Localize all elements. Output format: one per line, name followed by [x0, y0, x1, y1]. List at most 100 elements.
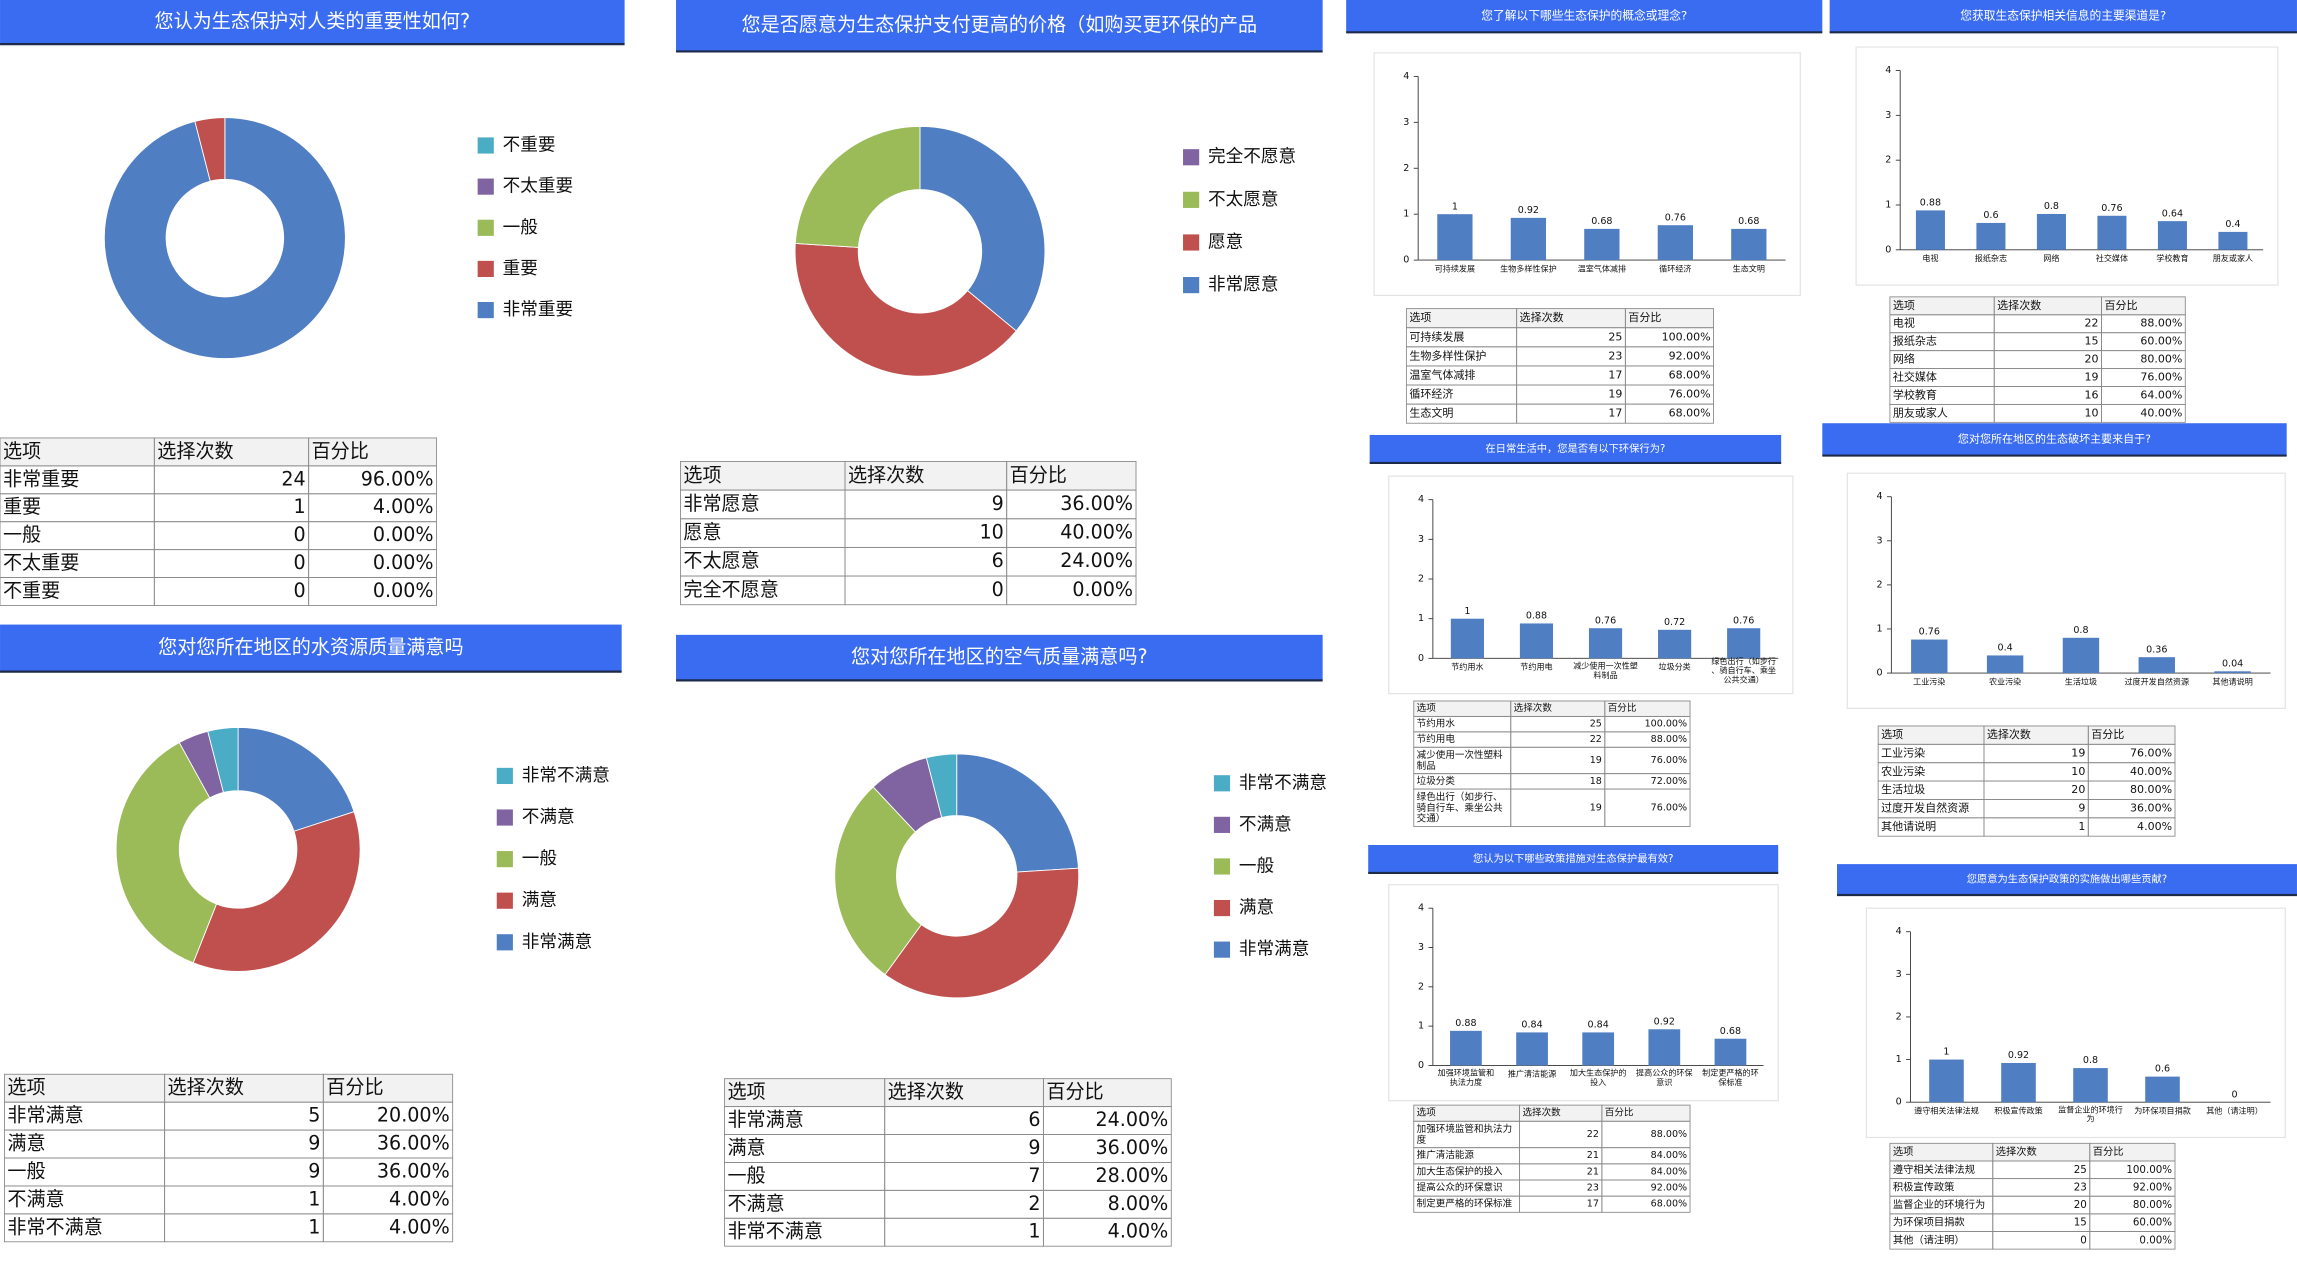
table-header: 百分比: [1628, 311, 1661, 324]
x-tick-label: 监督企业的环境行为: [2058, 1104, 2123, 1123]
x-tick-label: 遵守相关法律法规: [1914, 1105, 1979, 1115]
table-cell-text: 100.00%: [1662, 330, 1711, 343]
x-tick-label: 提高公众的环保意识: [1636, 1067, 1693, 1086]
donut-slice: [956, 753, 1079, 873]
x-tick-label: 绿色出行（如步行、骑自行车、乘坐公共交通）: [1711, 655, 1776, 684]
table-cell-text: 5: [308, 1104, 320, 1127]
x-tick-label: 生物多样性保护: [1500, 263, 1557, 273]
value-label: 1: [1452, 201, 1458, 212]
table-header-bg: [1889, 1143, 2175, 1161]
x-tick-label: 学校教育: [2156, 253, 2188, 263]
legend-label: 一般: [503, 217, 538, 238]
table-cell-text: 为环保项目捐款: [1893, 1216, 1965, 1229]
table-cell-text: 0: [294, 551, 306, 574]
header-bar: [1829, 0, 2297, 33]
legend-swatch: [1213, 816, 1231, 833]
legend-swatch: [477, 137, 494, 154]
table-header: 选择次数: [1997, 298, 2041, 312]
table-header: 百分比: [326, 1076, 383, 1099]
y-tick-label: 4: [1885, 65, 1891, 76]
table-header: 百分比: [1608, 702, 1637, 714]
table-cell-text: 40.00%: [2130, 765, 2172, 778]
table-cell-text: 76.00%: [2130, 747, 2172, 760]
bar: [1519, 623, 1554, 659]
chart-title: 您对您所在地区的生态破坏主要来自于?: [1958, 431, 2151, 445]
bar: [1986, 655, 2024, 674]
table-cell-text: 60.00%: [2133, 1217, 2172, 1229]
plot-frame: [1373, 52, 1801, 296]
table-header: 百分比: [1605, 1107, 1634, 1119]
table-cell-text: 工业污染: [1881, 746, 1925, 760]
value-label: 0.4: [1998, 643, 2013, 654]
bar: [1714, 1038, 1747, 1066]
table-cell-text: 不满意: [727, 1192, 784, 1215]
table-cell-text: 愿意: [683, 521, 721, 544]
donut-slice: [884, 867, 1080, 999]
table-cell-text: 68.00%: [1669, 368, 1711, 381]
x-tick-label: 网络: [2043, 253, 2059, 263]
table-cell-text: 满意: [7, 1132, 45, 1155]
table-cell-text: 18: [1590, 776, 1602, 787]
table-cell-text: 92.00%: [2133, 1181, 2172, 1193]
table-cell-text: 4.00%: [389, 1215, 450, 1238]
legend-swatch: [1183, 149, 1200, 166]
table-cell-text: 0: [294, 523, 306, 546]
legend-label: 一般: [1239, 855, 1274, 876]
y-tick-label: 4: [1896, 926, 1902, 937]
table-cell-text: 21: [1587, 1150, 1599, 1161]
x-tick-label: 减少使用一次性塑料制品: [1573, 660, 1638, 679]
chart-title: 您获取生态保护相关信息的主要渠道是?: [1960, 9, 2166, 23]
legend-label: 不满意: [1239, 814, 1292, 835]
plot-frame: [1846, 472, 2286, 709]
table-cell-text: 1: [294, 495, 306, 518]
value-label: 0.6: [1983, 210, 1998, 221]
bar: [2001, 1062, 2036, 1103]
y-tick-label: 2: [1403, 163, 1409, 174]
legend-swatch: [477, 219, 494, 236]
x-tick-label: 过度开发自然资源: [2124, 676, 2189, 686]
legend-label: 非常愿意: [1208, 274, 1279, 295]
bar: [1915, 210, 1945, 250]
table-cell-text: 电视: [1893, 316, 1915, 330]
table-header: 选择次数: [1523, 1107, 1562, 1119]
y-tick-label: 2: [1418, 574, 1424, 585]
table-cell-text: 19: [2071, 747, 2085, 760]
bar: [2218, 231, 2248, 250]
table-cell-text: 推广清洁能源: [1417, 1149, 1475, 1161]
table-cell-text: 22: [1587, 1129, 1599, 1140]
table-cell-text: 遵守相关法律法规: [1893, 1163, 1975, 1176]
table-header: 选择次数: [1996, 1145, 2037, 1158]
chart-title: 在日常生活中，您是否有以下环保行为?: [1485, 442, 1665, 455]
legend-swatch: [496, 767, 513, 785]
table-cell-text: 64.00%: [2140, 388, 2182, 401]
y-tick-label: 4: [1403, 71, 1409, 82]
table-cell-text: 22: [1590, 734, 1602, 745]
table-header: 百分比: [2104, 299, 2137, 312]
header-bar: [1368, 845, 1779, 873]
legend-label: 非常不满意: [1239, 772, 1327, 793]
table-cell: [1601, 1195, 1691, 1213]
y-tick-label: 4: [1418, 903, 1424, 914]
table-cell-text: 提高公众的环保意识: [1417, 1182, 1503, 1194]
table-cell-text: 76.00%: [1669, 388, 1711, 401]
table-header-bg: [680, 461, 1137, 491]
legend-swatch: [496, 851, 513, 868]
donut-slice: [794, 242, 1017, 377]
table-cell-text: 一般: [3, 523, 41, 546]
table-cell-text: 24.00%: [1060, 549, 1133, 572]
y-tick-label: 3: [1896, 969, 1902, 980]
bar: [1588, 628, 1623, 659]
y-tick-label: 3: [1885, 110, 1891, 121]
table-cell-text: 40.00%: [2140, 406, 2182, 419]
value-label: 0.64: [2162, 208, 2183, 219]
bar: [2145, 1076, 2180, 1103]
donut-slice: [794, 125, 921, 248]
table-cell-text: 其他请说明: [1881, 819, 1936, 833]
table-header: 选择次数: [848, 463, 924, 486]
table-cell: [1604, 788, 1691, 827]
x-tick-label: 节约用电: [1520, 662, 1552, 672]
bar: [2073, 1068, 2108, 1103]
table-header: 百分比: [312, 439, 369, 462]
table-cell: [1624, 403, 1714, 424]
donut-slice: [207, 726, 239, 794]
